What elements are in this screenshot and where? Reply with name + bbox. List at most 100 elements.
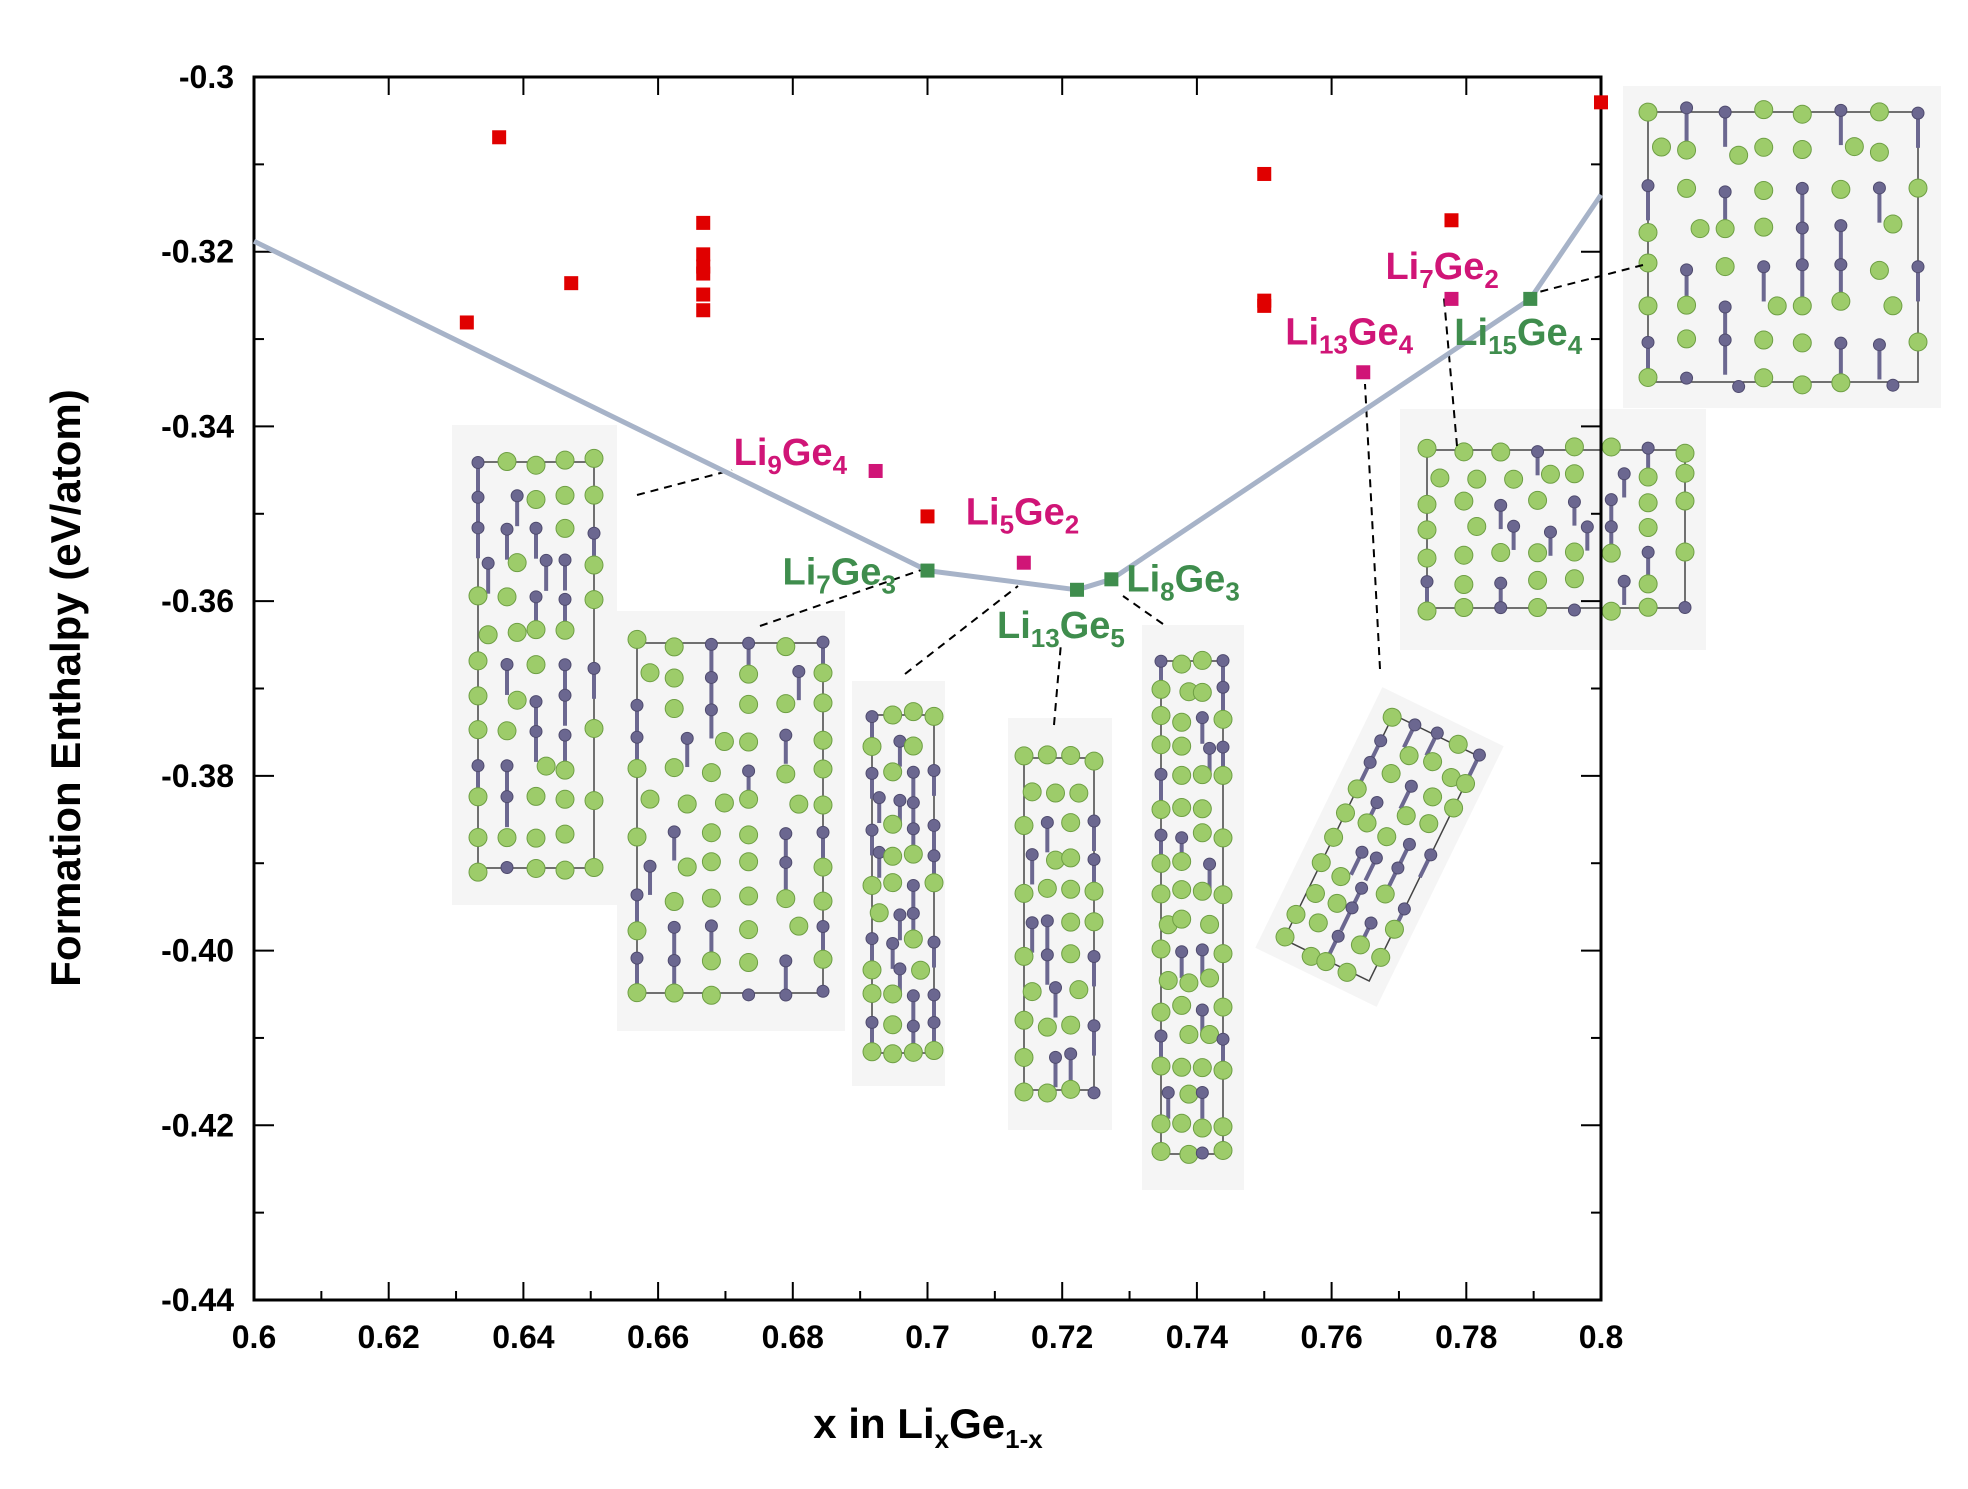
li-atom [813, 663, 833, 683]
structure-insets [452, 86, 1941, 1190]
li-atom [862, 960, 882, 980]
ge-atom [779, 954, 793, 968]
ge-atom [1834, 103, 1848, 117]
ge-atom [558, 688, 572, 702]
inset-panel [617, 611, 845, 1031]
li-atom [903, 736, 923, 756]
li-atom [924, 706, 944, 726]
li-atom [1675, 463, 1695, 483]
ge-atom [1757, 260, 1771, 274]
li-atom [903, 844, 923, 864]
li-atom [1331, 867, 1351, 887]
li-atom [1061, 879, 1081, 899]
ge-atom [704, 703, 718, 717]
li-atom [1327, 893, 1347, 913]
li-atom [701, 888, 721, 908]
ge-atom [1355, 881, 1369, 895]
ge-atom [1531, 445, 1545, 459]
phase-point [1016, 555, 1031, 570]
li-atom [1192, 881, 1212, 901]
li-atom [1423, 752, 1443, 772]
ge-atom [1161, 1086, 1175, 1100]
li-atom [1399, 746, 1419, 766]
ge-atom [893, 908, 907, 922]
ge-atom [1834, 258, 1848, 272]
ge-atom [704, 670, 718, 684]
ge-atom [558, 553, 572, 567]
li-atom [1151, 1141, 1171, 1161]
li-atom [1061, 1079, 1081, 1099]
unit-cell [636, 642, 824, 994]
ge-atom [779, 988, 793, 1002]
ge-atom [742, 636, 756, 650]
li-atom [813, 891, 833, 911]
li-atom [526, 620, 546, 640]
li-atom [1831, 179, 1851, 199]
y-tick-label: -0.44 [161, 1282, 234, 1318]
li-atom [813, 730, 833, 750]
li-atom [1014, 746, 1034, 766]
structure-inset-li13ge4 [1255, 687, 1504, 1007]
ge-atom [630, 730, 644, 744]
li-atom [1417, 601, 1437, 621]
li-atom [1715, 219, 1735, 239]
li-atom [677, 857, 697, 877]
li-atom [869, 903, 889, 923]
ge-atom [1543, 525, 1557, 539]
ge-atom [1567, 603, 1581, 617]
unstable-point [696, 247, 711, 262]
li-atom [1213, 1060, 1233, 1080]
li-atom [526, 858, 546, 878]
leader-line [904, 585, 1019, 675]
li-atom [1528, 490, 1548, 510]
unstable-point [696, 215, 711, 230]
li-atom [1213, 1117, 1233, 1137]
li-atom [701, 763, 721, 783]
li-atom [739, 886, 759, 906]
li-atom [468, 720, 488, 740]
ge-atom [906, 906, 920, 920]
li-atom [584, 485, 604, 505]
li-atom [1638, 102, 1658, 122]
li-atom [739, 852, 759, 872]
ge-atom [1154, 828, 1168, 842]
li-atom [714, 793, 734, 813]
li-atom [1172, 736, 1192, 756]
y-tick-label: -0.42 [161, 1107, 234, 1143]
li-atom [1213, 1140, 1233, 1160]
unstable-point [492, 130, 507, 145]
li-atom [789, 794, 809, 814]
x-axis-title: x in LixGe1-x [813, 1400, 1043, 1454]
li-atom [627, 827, 647, 847]
ge-atom [529, 724, 543, 738]
li-atom [789, 916, 809, 936]
ge-atom [1834, 336, 1848, 350]
li-atom [1638, 222, 1658, 242]
li-atom [1200, 1025, 1220, 1045]
li-atom [883, 1015, 903, 1035]
li-atom [1061, 848, 1081, 868]
ge-atom [1154, 1029, 1168, 1043]
ge-atom [680, 731, 694, 745]
phase-label-li7ge3: Li7Ge3 [783, 552, 896, 600]
li-atom [1908, 178, 1928, 198]
ge-atom [865, 823, 879, 837]
li-atom [1014, 946, 1034, 966]
li-atom [1564, 569, 1584, 589]
ge-atom [792, 665, 806, 679]
li-atom [1192, 650, 1212, 670]
li-atom [862, 1042, 882, 1062]
li-atom [555, 824, 575, 844]
li-atom [1754, 330, 1774, 350]
ge-atom [1680, 263, 1694, 277]
li-atom [1564, 437, 1584, 457]
li-atom [1430, 468, 1450, 488]
unstable-point [1444, 213, 1459, 228]
li-atom [1172, 909, 1192, 929]
li-atom [813, 795, 833, 815]
li-atom [1061, 745, 1081, 765]
ge-atom [529, 695, 543, 709]
li-atom [1417, 520, 1437, 540]
ge-atom [630, 951, 644, 965]
